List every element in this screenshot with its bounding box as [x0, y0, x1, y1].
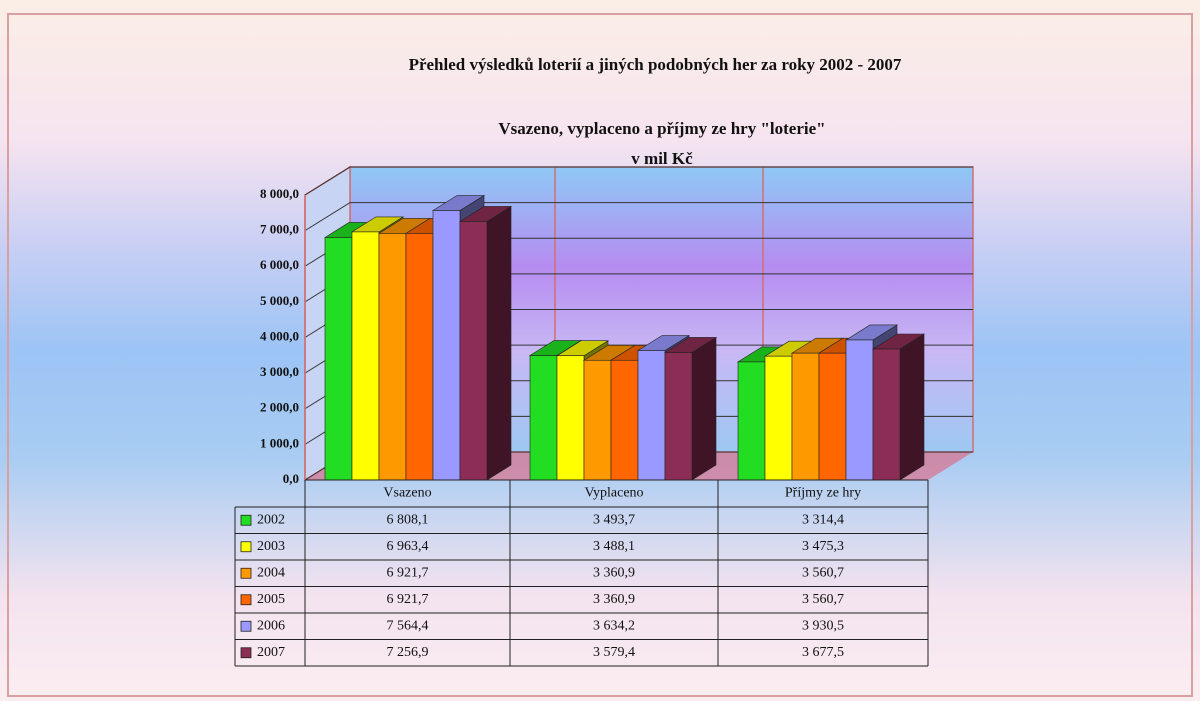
- bar: [583, 359, 612, 481]
- bar: [529, 355, 558, 481]
- legend-label: 2005: [257, 592, 285, 607]
- y-tick-label: 1 000,0: [260, 435, 299, 450]
- legend-label: 2003: [257, 539, 285, 554]
- bar: [664, 352, 693, 481]
- bar-side: [899, 333, 925, 481]
- legend-swatch: [240, 541, 252, 553]
- table-cell: 6 921,7: [387, 565, 429, 580]
- frame: [7, 13, 1193, 697]
- table-cell: 3 634,2: [593, 618, 635, 633]
- legend-label: 2002: [257, 512, 285, 527]
- table-cell: 3 360,9: [593, 565, 635, 580]
- bar: [610, 359, 639, 481]
- legend-swatch: [240, 514, 252, 526]
- chart-subtitle: Vsazeno, vyplaceno a příjmy ze hry "lote…: [498, 119, 825, 138]
- grid-line: [304, 202, 973, 232]
- table-cell: 6 808,1: [387, 512, 429, 527]
- table-cell: 3 475,3: [802, 539, 844, 554]
- table-cell: 6 963,4: [387, 539, 429, 554]
- bar: [556, 355, 585, 481]
- bar: [324, 237, 353, 481]
- unit-label: v mil Kč: [631, 149, 693, 168]
- table-cell: 3 560,7: [802, 565, 844, 580]
- y-tick-label: 5 000,0: [260, 293, 299, 308]
- bar: [405, 233, 434, 481]
- y-tick-label: 7 000,0: [260, 222, 299, 237]
- grid-line: [304, 166, 973, 196]
- legend-label: 2007: [257, 645, 285, 660]
- legend-swatch: [240, 647, 252, 659]
- table-cell: 3 579,4: [593, 645, 635, 660]
- bar: [432, 210, 461, 481]
- y-tick-label: 2 000,0: [260, 400, 299, 415]
- table-cell: 7 564,4: [387, 618, 429, 633]
- bar: [845, 339, 874, 481]
- table-cell: 7 256,9: [387, 645, 429, 660]
- x-tick-label: Vsazeno: [383, 486, 431, 501]
- bar: [818, 352, 847, 481]
- legend-swatch: [240, 567, 252, 579]
- bar-side: [691, 336, 717, 481]
- bar: [791, 352, 820, 481]
- bar: [764, 355, 793, 481]
- chart-title: Přehled výsledků loterií a jiných podobn…: [409, 55, 902, 74]
- bar: [737, 361, 766, 481]
- table-cell: 3 560,7: [802, 592, 844, 607]
- bar: [637, 350, 666, 481]
- bar-side: [486, 205, 512, 481]
- y-tick-label: 8 000,0: [260, 186, 299, 201]
- y-tick-label: 6 000,0: [260, 257, 299, 272]
- legend-swatch: [240, 594, 252, 606]
- legend-swatch: [240, 620, 252, 632]
- bar: [378, 233, 407, 481]
- table-cell: 3 488,1: [593, 539, 635, 554]
- x-tick-label: Příjmy ze hry: [785, 486, 861, 501]
- legend-label: 2006: [257, 618, 285, 633]
- table-cell: 3 930,5: [802, 618, 844, 633]
- legend-label: 2004: [257, 565, 285, 580]
- table-cell: 6 921,7: [387, 592, 429, 607]
- table-cell: 3 493,7: [593, 512, 635, 527]
- y-tick-label: 4 000,0: [260, 328, 299, 343]
- bar: [459, 221, 488, 481]
- bar: [872, 348, 901, 481]
- bar: [351, 231, 380, 481]
- table-cell: 3 677,5: [802, 645, 844, 660]
- x-tick-label: Vyplaceno: [584, 486, 643, 501]
- y-tick-label: 3 000,0: [260, 364, 299, 379]
- y-tick-label: 0,0: [283, 471, 299, 486]
- table-cell: 3 314,4: [802, 512, 844, 527]
- table-cell: 3 360,9: [593, 592, 635, 607]
